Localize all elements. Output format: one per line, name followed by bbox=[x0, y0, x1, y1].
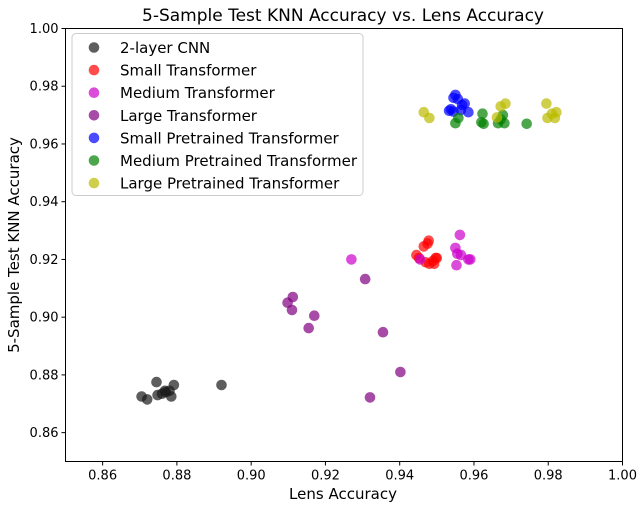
scatter-point bbox=[359, 273, 371, 285]
scatter-point bbox=[500, 98, 511, 109]
points-layer bbox=[136, 89, 562, 405]
scatter-point bbox=[455, 104, 467, 116]
scatter-point bbox=[216, 379, 227, 391]
legend-marker bbox=[88, 177, 100, 189]
legend-label: Medium Pretrained Transformer bbox=[120, 152, 358, 170]
legend-label: Small Transformer bbox=[120, 62, 257, 80]
y-tick-label: 0.92 bbox=[30, 253, 59, 268]
legend-label: Large Transformer bbox=[120, 107, 258, 125]
legend-marker bbox=[88, 64, 100, 76]
legend-marker bbox=[88, 132, 100, 144]
legend-marker bbox=[88, 87, 100, 98]
y-tick-label: 0.96 bbox=[30, 137, 59, 152]
x-tick-label: 0.90 bbox=[237, 469, 266, 484]
scatter-point bbox=[346, 254, 357, 265]
scatter-point bbox=[309, 310, 320, 322]
x-tick-label: 0.94 bbox=[385, 469, 414, 484]
scatter-point bbox=[303, 322, 315, 334]
scatter-point bbox=[541, 98, 552, 109]
legend-label: Medium Transformer bbox=[120, 84, 276, 102]
y-tick-label: 1.00 bbox=[30, 22, 59, 37]
y-tick-label: 0.90 bbox=[30, 311, 59, 326]
scatter-point bbox=[478, 118, 489, 130]
legend-label: 2-layer CNN bbox=[120, 39, 210, 57]
legend-label: Large Pretrained Transformer bbox=[120, 175, 340, 193]
scatter-point bbox=[286, 304, 298, 316]
scatter-point bbox=[465, 254, 476, 265]
legend-marker bbox=[88, 110, 100, 121]
legend-marker bbox=[88, 42, 100, 53]
y-tick-label: 0.88 bbox=[30, 368, 59, 383]
y-tick-label: 0.94 bbox=[30, 195, 59, 210]
x-tick-label: 0.98 bbox=[534, 469, 563, 484]
x-tick-label: 0.86 bbox=[88, 469, 117, 484]
x-axis-label: Lens Accuracy bbox=[289, 485, 397, 503]
scatter-point bbox=[477, 108, 488, 119]
x-tick-label: 0.92 bbox=[311, 469, 340, 484]
y-ticks: 0.86 0.88 0.90 0.92 0.94 0.96 0.98 1.00 bbox=[30, 22, 66, 441]
scatter-point bbox=[395, 366, 406, 378]
plot-frame bbox=[65, 28, 623, 462]
legend-marker bbox=[88, 155, 100, 166]
chart-title: 5-Sample Test KNN Accuracy vs. Lens Accu… bbox=[142, 6, 544, 26]
x-ticks: 0.86 0.88 0.90 0.92 0.94 0.96 0.98 1.00 bbox=[88, 461, 637, 484]
y-tick-label: 0.98 bbox=[30, 80, 59, 95]
legend: 2-layer CNN Small Transformer Medium Trans… bbox=[71, 33, 364, 196]
scatter-point bbox=[151, 376, 162, 388]
legend-label: Small Pretrained Transformer bbox=[120, 129, 340, 147]
scatter-point bbox=[377, 326, 389, 338]
scatter-point bbox=[424, 112, 435, 124]
scatter-point bbox=[451, 259, 462, 271]
scatter-point bbox=[453, 112, 464, 124]
scatter-point bbox=[551, 106, 562, 118]
x-tick-label: 0.96 bbox=[459, 469, 488, 484]
scatter-point bbox=[499, 117, 510, 129]
scatter-point bbox=[423, 235, 435, 246]
scatter-point bbox=[431, 252, 443, 264]
scatter-point bbox=[491, 112, 503, 123]
scatter-point bbox=[166, 391, 177, 402]
scatter-point bbox=[414, 254, 426, 265]
scatter-point bbox=[287, 291, 299, 303]
y-axis-label: 5-Sample Test KNN Accuracy bbox=[5, 137, 23, 353]
scatter-point bbox=[168, 379, 180, 391]
scatter-point bbox=[141, 394, 153, 405]
x-tick-label: 0.88 bbox=[162, 469, 191, 484]
y-tick-label: 0.86 bbox=[30, 426, 59, 441]
legend-box bbox=[71, 33, 364, 196]
scatter-point bbox=[364, 392, 376, 403]
scatter-point bbox=[454, 229, 466, 241]
x-tick-label: 1.00 bbox=[608, 469, 637, 484]
scatter-point bbox=[521, 118, 532, 130]
